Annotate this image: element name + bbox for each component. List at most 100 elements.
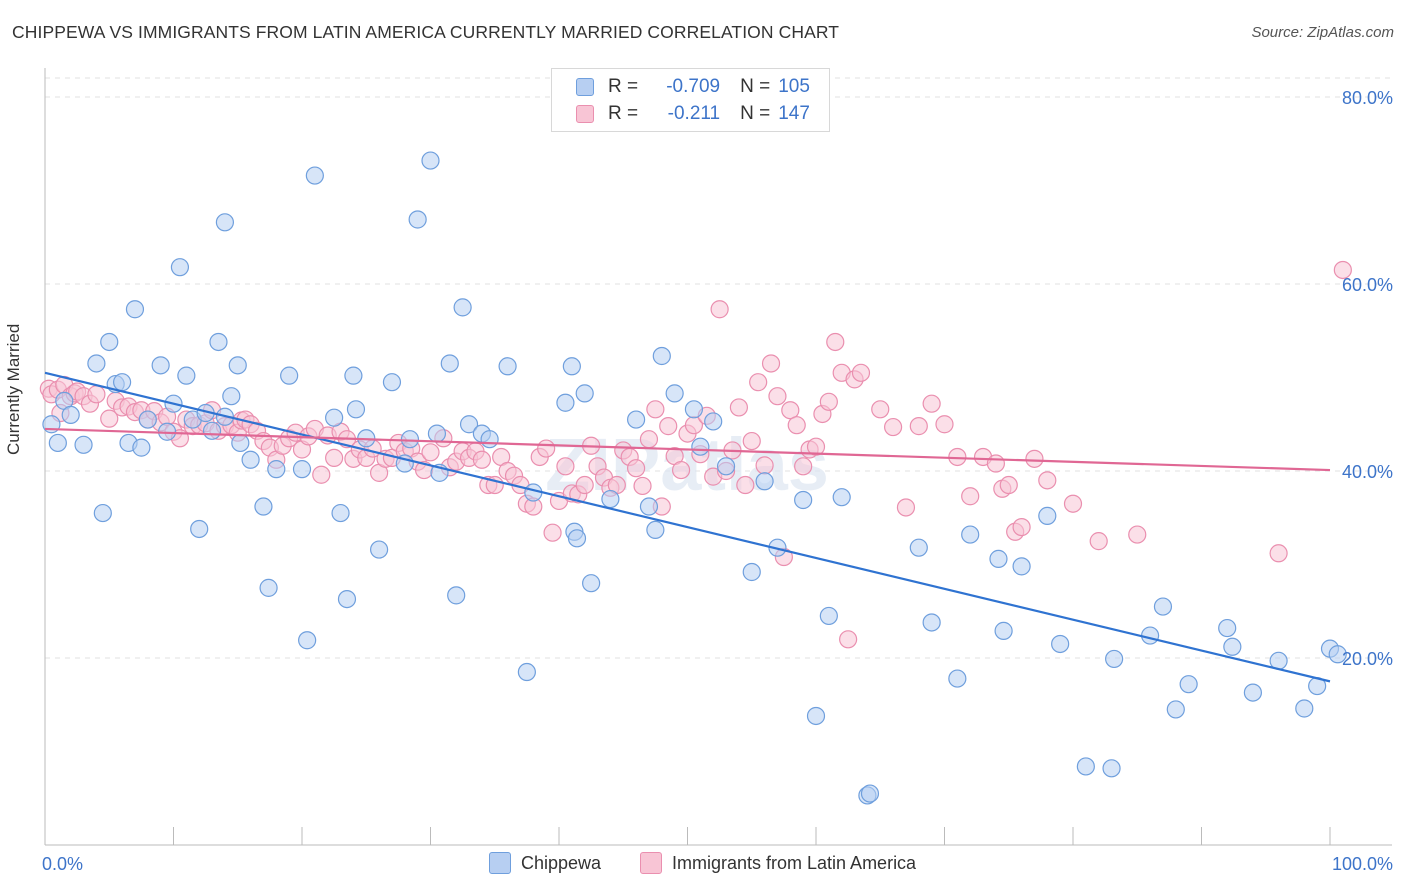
chippewa-point [125,300,145,319]
x-tick-label-min: 0.0% [42,854,83,874]
chippewa-point [267,460,286,479]
chippewa-point [1102,759,1121,778]
latin-america-point [935,415,954,434]
legend-swatch-chippewa [576,78,594,96]
latin-america-point [883,417,903,437]
latin-america-point [1063,494,1083,513]
latin-america-point [472,450,491,469]
y-tick-label: 60.0% [1342,275,1393,295]
y-tick-label: 20.0% [1342,649,1393,669]
chippewa-point [344,366,363,385]
chippewa-point [567,529,587,548]
chippewa-point [87,354,106,373]
latin-america-point [909,417,928,436]
latin-america-point [626,459,646,478]
legend-r-value: -0.709 [666,76,721,97]
series-latin-america-points [39,260,1352,649]
chippewa-point [447,586,466,605]
chippewa-point [337,589,357,609]
chippewa-point [112,373,132,392]
chippewa-point [1243,683,1263,702]
chippewa-point [151,356,170,375]
legend-row-latin-america: R = -0.211 N = 147 [576,102,810,126]
chippewa-point [755,472,774,491]
latin-america-point [1025,449,1044,468]
y-axis-label: Currently Married [4,323,23,455]
source-note: Source: ZipAtlas.com [1251,24,1394,41]
latin-america-point [768,387,787,406]
tick-labels: 20.0% 40.0% 60.0% 80.0% 0.0% 100.0% [42,88,1393,874]
trend-line-chippewa [44,371,1331,683]
legend-label-latin-america: Immigrants from Latin America [672,852,917,873]
latin-america-point [575,475,594,495]
latin-america-point [961,487,980,506]
chippewa-point [575,384,594,403]
trend-line-latin-america [44,427,1331,472]
chippewa-point [209,332,228,352]
chippewa-point [1223,637,1242,656]
chippewa-point [382,373,402,392]
legend-r-label: R = [608,103,639,124]
series-legend: Chippewa Immigrants from Latin America [0,852,1406,878]
latin-america-point [1128,525,1147,544]
gridlines [45,77,1392,659]
chippewa-point [1076,757,1095,776]
chippewa-point [241,450,260,469]
latin-america-point [312,465,331,484]
latin-america-point [646,400,665,419]
chippewa-point [1038,506,1057,525]
chippewa-point [228,356,247,375]
latin-america-point [896,498,916,517]
latin-america-point [1038,471,1057,490]
chippewa-point [292,460,312,479]
latin-america-point [87,385,106,404]
chippewa-point [1328,645,1347,664]
latin-america-point [659,417,678,436]
chippewa-point [1153,597,1173,616]
latin-america-point [729,398,749,417]
series-chippewa-points [42,151,1347,805]
latin-america-point [819,392,838,411]
chippewa-point [93,503,112,523]
chippewa-point [742,562,761,582]
legend-swatch-latin-america [640,852,662,874]
chippewa-point [100,332,119,352]
latin-america-point [671,460,691,480]
chippewa-point [305,166,324,185]
chippewa-point [408,210,427,229]
chippewa-point [794,490,813,510]
y-tick-label: 80.0% [1342,88,1393,108]
chippewa-point [517,662,536,682]
correlation-legend: R = -0.709 N = 105 R = -0.211 N = 147 [551,68,830,132]
latin-america-point [325,448,344,468]
chippewa-point [716,457,736,476]
latin-america-point [871,400,890,419]
latin-america-point [100,409,119,428]
chippewa-point [346,400,366,419]
latin-america-point [999,475,1018,495]
chippewa-point [909,538,928,557]
chippewa-point [132,438,151,457]
y-tick-label: 40.0% [1342,462,1393,482]
chippewa-point [652,346,671,366]
latin-america-point [1269,544,1288,563]
chippewa-point [480,430,499,449]
chippewa-point [684,400,704,419]
latin-america-point [537,439,556,458]
chippewa-point [202,421,222,440]
chippewa-point [639,497,659,516]
chippewa-point [1218,618,1237,638]
chippewa-point [421,151,440,170]
chippewa-point [860,784,880,803]
chippewa-point [459,415,479,434]
chippewa-point [254,497,273,516]
latin-america-point [851,363,871,382]
legend-item-chippewa[interactable]: Chippewa [489,852,601,874]
latin-america-point [421,443,440,462]
chippewa-point [1166,700,1185,719]
legend-swatch-latin-america [576,105,594,123]
legend-label-chippewa: Chippewa [521,852,602,873]
x-tick-label-max: 100.0% [1332,854,1393,874]
chippewa-point [370,540,389,559]
legend-item-latin-america[interactable]: Immigrants from Latin America [640,852,916,874]
